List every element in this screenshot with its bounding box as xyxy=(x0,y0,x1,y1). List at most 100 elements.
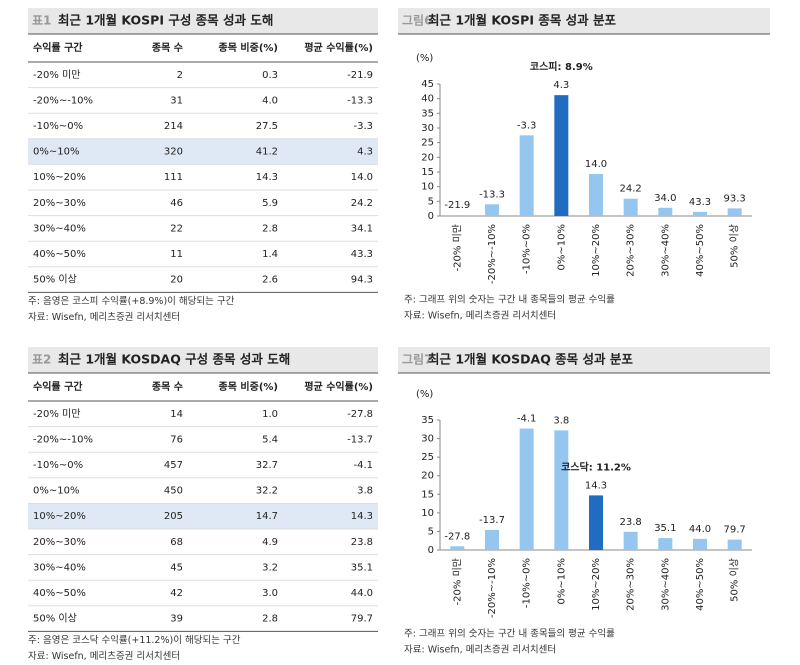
note: 주: 음영은 코스피 수익률(+8.9%)이 해당되는 구간 xyxy=(28,295,235,307)
cell: 32.7 xyxy=(256,460,278,471)
cell: 111 xyxy=(164,172,183,183)
title-label: 그림6 xyxy=(402,14,432,28)
bar-annotation: -13.7 xyxy=(479,515,505,526)
title: 최근 1개월 KOSPI 구성 종목 성과 도해 xyxy=(58,13,273,28)
cell: -3.3 xyxy=(353,121,373,132)
y-tick-label: 45 xyxy=(421,79,434,90)
column-header: 종목 비중(%) xyxy=(219,41,278,54)
cell: 10%~20% xyxy=(33,511,86,522)
cell: -21.9 xyxy=(347,70,373,81)
x-tick-label: 50% 이상 xyxy=(729,224,741,268)
note: 자료: Wisefn, 메리츠증권 리서치센터 xyxy=(404,310,556,322)
y-unit: (%) xyxy=(416,389,433,400)
cell: 3.8 xyxy=(357,486,373,497)
bar-annotation: 3.8 xyxy=(553,415,569,426)
column-header: 종목 비중(%) xyxy=(219,380,278,393)
cell: 50% 이상 xyxy=(33,613,77,625)
bar-annotation: 43.3 xyxy=(689,197,711,208)
y-tick-label: 35 xyxy=(421,415,434,426)
highlight-note: 코스닥: 11.2% xyxy=(561,460,631,473)
x-tick-label: -20%~-10% xyxy=(487,224,498,284)
y-tick-label: 30 xyxy=(421,123,434,134)
x-tick-label: 10%~20% xyxy=(591,558,602,611)
cell: 10%~20% xyxy=(33,172,86,183)
x-tick-label: -20% 미만 xyxy=(451,224,463,271)
bar xyxy=(623,198,638,216)
bar-annotation: 79.7 xyxy=(724,525,746,536)
cell: 27.5 xyxy=(256,121,278,132)
cell: 14.3 xyxy=(351,511,373,522)
cell: 46 xyxy=(170,198,183,209)
cell: 24.2 xyxy=(351,198,373,209)
cell: 0.3 xyxy=(262,70,278,81)
bar xyxy=(727,539,742,550)
bar xyxy=(554,430,569,550)
x-tick-label: 0%~10% xyxy=(556,224,567,270)
title: 최근 1개월 KOSDAQ 구성 종목 성과 도해 xyxy=(58,352,290,367)
cell: 23.8 xyxy=(351,537,373,548)
cell: 43.3 xyxy=(351,249,373,260)
bar-annotation: 4.3 xyxy=(553,80,569,91)
bar xyxy=(658,207,673,216)
cell: 0%~10% xyxy=(33,147,79,158)
cell: -20%~-10% xyxy=(33,434,93,445)
cell: 205 xyxy=(164,511,183,522)
cell: 14.3 xyxy=(256,172,278,183)
cell: 22 xyxy=(170,223,183,234)
row-highlight xyxy=(28,138,378,165)
y-tick-label: 5 xyxy=(428,526,434,537)
cell: 20%~30% xyxy=(33,537,86,548)
x-tick-label: 10%~20% xyxy=(591,224,602,277)
cell: 39 xyxy=(170,614,183,625)
bar-annotation: 14.3 xyxy=(585,480,607,491)
cell: 320 xyxy=(164,147,183,158)
cell: 2 xyxy=(177,70,183,81)
bar-annotation: -27.8 xyxy=(444,531,470,542)
cell: 5.4 xyxy=(262,434,278,445)
column-header: 종목 수 xyxy=(152,42,183,54)
cell: 4.0 xyxy=(262,95,278,106)
cell: 31 xyxy=(170,95,183,106)
cell: 40%~50% xyxy=(33,588,86,599)
bar-annotation: 34.0 xyxy=(654,193,676,204)
bar xyxy=(554,95,569,216)
y-tick-label: 20 xyxy=(421,152,434,163)
bar-annotation: -13.3 xyxy=(479,189,505,200)
bar-annotation: 24.2 xyxy=(620,184,642,195)
y-tick-label: 40 xyxy=(421,94,434,105)
cell: 11 xyxy=(170,249,183,260)
y-tick-label: 15 xyxy=(421,489,434,500)
title-label: 표2 xyxy=(32,353,51,367)
bar-annotation: 35.1 xyxy=(654,523,676,534)
x-tick-label: -10%~0% xyxy=(522,558,533,608)
y-tick-label: 0 xyxy=(428,211,434,222)
row-highlight xyxy=(28,503,378,529)
bar xyxy=(623,531,638,550)
cell: 30%~40% xyxy=(33,223,86,234)
y-tick-label: 10 xyxy=(421,182,434,193)
cell: 14.7 xyxy=(256,511,278,522)
cell: 0%~10% xyxy=(33,486,79,497)
y-tick-label: 15 xyxy=(421,167,434,178)
bar xyxy=(589,495,603,550)
cell: 2.8 xyxy=(262,614,278,625)
y-tick-label: 30 xyxy=(421,434,434,445)
title-label: 표1 xyxy=(32,14,51,28)
y-tick-label: 5 xyxy=(428,196,434,207)
note: 주: 그래프 위의 숫자는 구간 내 종목들의 평균 수익률 xyxy=(404,294,615,306)
cell: 42 xyxy=(170,588,183,599)
cell: -13.3 xyxy=(347,95,373,106)
bar xyxy=(485,204,499,216)
cell: 3.0 xyxy=(262,588,278,599)
title-bar xyxy=(28,347,378,373)
cell: 50% 이상 xyxy=(33,274,77,286)
title-bar xyxy=(398,8,770,34)
cell: 20 xyxy=(170,275,183,286)
cell: 14 xyxy=(170,409,183,420)
x-tick-label: -20% 미만 xyxy=(451,558,463,605)
bar-annotation: 44.0 xyxy=(689,524,711,535)
bar xyxy=(727,208,742,216)
x-tick-label: 50% 이상 xyxy=(729,558,741,602)
bar-annotation: -3.3 xyxy=(517,120,537,131)
cell: 3.2 xyxy=(262,562,278,573)
